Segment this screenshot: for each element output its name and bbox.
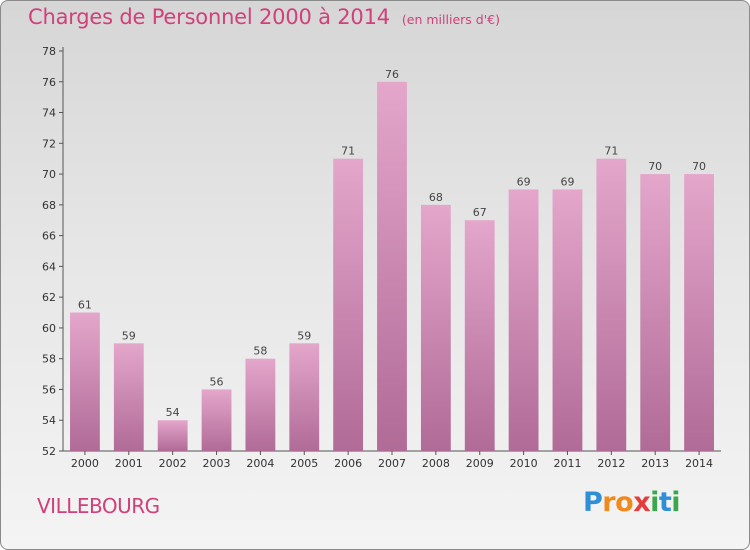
- value-label-2000: 61: [78, 299, 92, 312]
- x-tick-label-2008: 2008: [422, 457, 450, 470]
- value-label-2007: 76: [385, 68, 399, 81]
- y-tick-label: 78: [42, 45, 56, 58]
- y-tick-label: 70: [42, 168, 56, 181]
- value-label-2005: 59: [297, 329, 311, 342]
- logo-letter-r: r: [602, 487, 616, 518]
- bar-2003: [201, 389, 232, 451]
- bar-2012: [596, 158, 627, 451]
- value-label-2013: 70: [648, 160, 662, 173]
- x-tick-label-2006: 2006: [334, 457, 362, 470]
- value-label-2004: 58: [253, 345, 267, 358]
- logo-letter-t: t: [658, 487, 672, 518]
- logo-letter-x: x: [633, 487, 651, 518]
- x-tick-label-2013: 2013: [641, 457, 669, 470]
- x-tick-label-2010: 2010: [510, 457, 538, 470]
- value-label-2008: 68: [429, 191, 443, 204]
- x-tick-label-2001: 2001: [115, 457, 143, 470]
- y-tick-label: 58: [42, 353, 56, 366]
- value-label-2014: 70: [692, 160, 706, 173]
- x-tick-label-2004: 2004: [246, 457, 274, 470]
- value-label-2009: 67: [473, 206, 487, 219]
- chart-subtitle: (en milliers d'€): [401, 12, 500, 27]
- chart-title: Charges de Personnel 2000 à 2014 (en mill…: [28, 5, 500, 29]
- x-tick-label-2011: 2011: [553, 457, 581, 470]
- y-tick-label: 52: [42, 445, 56, 458]
- x-tick-label-2005: 2005: [290, 457, 318, 470]
- x-tick-label-2009: 2009: [466, 457, 494, 470]
- x-tick-label-2007: 2007: [378, 457, 406, 470]
- value-label-2003: 56: [210, 375, 224, 388]
- bar-2011: [552, 189, 583, 451]
- place-name: VILLEBOURG: [37, 494, 160, 518]
- bar-2014: [684, 174, 714, 452]
- value-label-2006: 71: [341, 145, 355, 158]
- axes: 52 54 56 58 60 62 64 66 68 70 72 74 76 78: [42, 45, 721, 458]
- x-tick-label-2003: 2003: [203, 457, 231, 470]
- bar-2002: [157, 420, 188, 451]
- labels: 61 2000 59 2001 54 2002 56 2003 58 2004 59 2005 71 20…: [71, 68, 713, 470]
- bar-2007: [377, 81, 407, 452]
- y-tick-label: 64: [42, 260, 56, 273]
- chart-title-text: Charges de Personnel 2000 à 2014: [28, 5, 390, 29]
- y-tick-label: 60: [42, 322, 56, 335]
- bar-2005: [289, 343, 320, 451]
- bars: [70, 81, 714, 452]
- bar-2000: [70, 312, 100, 451]
- y-tick-label: 76: [42, 76, 56, 89]
- y-tick-label: 56: [42, 383, 56, 396]
- y-tick-label: 66: [42, 230, 56, 243]
- bar-2001: [113, 343, 144, 451]
- bar-2004: [245, 358, 276, 451]
- y-tick-label: 72: [42, 137, 56, 150]
- bar-2013: [640, 174, 671, 452]
- x-tick-label-2012: 2012: [597, 457, 625, 470]
- x-tick-label-2000: 2000: [71, 457, 99, 470]
- y-tick-label: 62: [42, 291, 56, 304]
- logo-letter-p: P: [583, 487, 603, 518]
- y-tick-label: 54: [42, 414, 56, 427]
- value-label-2011: 69: [560, 175, 574, 188]
- bar-2008: [420, 204, 451, 451]
- x-tick-label-2002: 2002: [159, 457, 187, 470]
- y-tick-label: 68: [42, 199, 56, 212]
- value-label-2002: 54: [166, 406, 180, 419]
- bar-2009: [464, 220, 495, 451]
- proxiti-logo: Proxiti: [583, 487, 681, 518]
- value-label-2010: 69: [517, 175, 531, 188]
- value-label-2012: 71: [604, 145, 618, 158]
- y-tick-label: 74: [42, 107, 56, 120]
- logo-letter-i: i: [650, 487, 659, 518]
- bar-2006: [333, 158, 364, 451]
- bar-2010: [508, 189, 539, 451]
- logo-letter-o: o: [615, 487, 634, 518]
- x-tick-label-2014: 2014: [685, 457, 713, 470]
- value-label-2001: 59: [122, 329, 136, 342]
- logo-letter-i2: i: [671, 487, 681, 518]
